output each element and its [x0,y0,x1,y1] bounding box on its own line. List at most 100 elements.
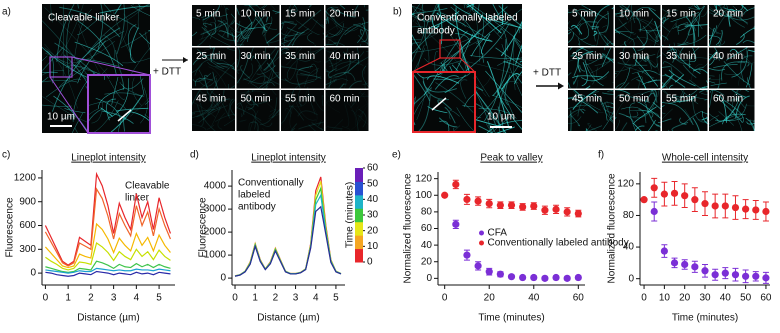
fiber [699,87,708,89]
fiber [412,42,420,44]
fiber [286,47,303,66]
fiber [474,8,480,63]
fiber [294,99,316,121]
fiber [255,18,268,32]
fiber [425,10,470,40]
fiber [199,90,220,114]
fiber [497,106,505,133]
fiber [713,64,738,69]
fiber [217,20,229,38]
fiber [71,112,83,133]
fiber [326,78,349,89]
fiber [211,97,227,127]
point [731,271,740,279]
fiber [320,47,324,49]
fiber [217,33,235,41]
fiber [425,10,460,30]
image-background [236,90,280,131]
y-tick-label: 40 [623,242,635,253]
fiber [290,90,295,100]
fiber [731,50,748,78]
time-label: 50 min [241,94,271,105]
fiber [596,32,600,46]
fiber [325,10,343,28]
fiber [231,67,235,71]
fiber [199,75,217,89]
image-background [568,47,614,89]
fiber [717,74,720,89]
fiber [265,16,269,23]
image-background [325,47,369,89]
y-tick-label: 60 [421,223,433,234]
fiber [746,121,755,125]
fiber [444,74,467,93]
fiber [207,32,231,46]
fiber [472,4,474,10]
fiber [601,102,614,105]
fiber [337,90,349,97]
micrograph [568,90,614,131]
micrograph [192,5,235,46]
fiber [486,61,510,127]
fiber [469,55,520,60]
fiber [568,31,572,35]
fiber [632,98,657,119]
fiber [603,35,614,46]
fiber [356,47,359,65]
fiber [740,27,755,38]
fiber [634,59,659,87]
fiber [672,90,698,98]
fiber [743,7,755,15]
point [660,190,668,198]
fiber [365,9,369,11]
fiber [572,90,601,111]
fiber [626,111,639,118]
inset-box [87,74,151,134]
fiber [437,99,452,111]
fiber [731,90,747,98]
fiber [615,90,631,95]
fiber [236,82,240,84]
fiber [683,111,703,124]
fiber [698,67,705,73]
fiber [334,51,365,72]
fiber [119,81,145,98]
x-tick-label: 60 [760,293,772,304]
colorbar-segment [355,168,363,182]
colorbar-segment [355,235,363,250]
fiber [677,34,707,45]
fiber [116,4,126,55]
fiber [207,91,221,111]
fiber [662,34,669,41]
fiber [357,114,369,126]
image-background [568,90,614,131]
panel-label: c) [2,150,10,161]
time-label: 55 min [285,94,315,105]
fiber [325,29,341,38]
fiber [621,47,631,67]
fiber [693,25,695,46]
fiber [328,23,345,36]
fiber [672,22,689,29]
fiber [312,18,324,29]
fiber [192,98,213,119]
fiber [253,123,259,131]
fiber [615,15,624,18]
fiber [228,99,235,117]
fiber [577,37,581,46]
fiber [263,50,279,71]
fiber [607,57,614,64]
fiber [688,47,700,69]
micrograph [192,90,235,131]
fiber [594,32,609,46]
image-background [325,90,369,131]
fiber [512,36,522,50]
fiber [281,48,290,51]
fiber [710,82,727,86]
image-background [662,47,708,89]
fiber [91,101,103,124]
point [681,192,689,200]
fiber [333,42,346,46]
fiber [636,18,659,42]
fiber [740,5,749,12]
